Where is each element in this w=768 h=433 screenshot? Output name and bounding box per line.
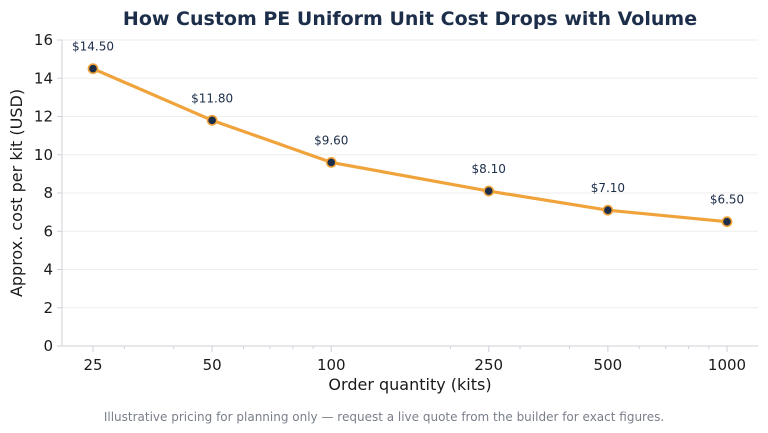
y-tick-label: 6 bbox=[43, 222, 53, 240]
x-tick-label: 100 bbox=[317, 356, 346, 374]
y-axis-label: Approx. cost per kit (USD) bbox=[7, 89, 26, 297]
y-tick-label: 0 bbox=[43, 337, 53, 355]
data-label: $7.10 bbox=[591, 181, 625, 195]
chart-title: How Custom PE Uniform Unit Cost Drops wi… bbox=[123, 8, 697, 30]
data-point bbox=[206, 114, 218, 126]
y-tick-label: 8 bbox=[43, 184, 53, 202]
data-label: $14.50 bbox=[72, 40, 114, 54]
x-tick-label: 1000 bbox=[708, 356, 746, 374]
data-point bbox=[483, 185, 495, 197]
series-line: $14.50 $11.80 $9.60 $8.10 $7.10 $6.50 bbox=[72, 40, 744, 228]
data-label: $8.10 bbox=[472, 162, 506, 176]
y-tick-label: 10 bbox=[34, 146, 53, 164]
series-line-path bbox=[91, 67, 729, 224]
data-label: $11.80 bbox=[191, 91, 233, 105]
data-label: $6.50 bbox=[710, 193, 744, 207]
y-tick-label: 4 bbox=[43, 261, 53, 279]
x-axis-ticks: 25 50 100 250 500 1000 bbox=[83, 346, 746, 374]
x-tick-label: 50 bbox=[203, 356, 222, 374]
grid-lines bbox=[62, 39, 758, 309]
y-tick-label: 12 bbox=[34, 108, 53, 126]
y-tick-label: 2 bbox=[43, 299, 53, 317]
data-point bbox=[325, 156, 337, 168]
x-tick-label: 500 bbox=[594, 356, 623, 374]
footnote: Illustrative pricing for planning only —… bbox=[104, 410, 664, 424]
y-tick-label: 16 bbox=[34, 31, 53, 49]
data-point bbox=[602, 204, 614, 216]
x-axis-label: Order quantity (kits) bbox=[328, 375, 491, 394]
data-point bbox=[87, 63, 99, 75]
data-point bbox=[721, 216, 733, 228]
x-tick-label: 25 bbox=[83, 356, 102, 374]
y-tick-label: 14 bbox=[34, 69, 53, 87]
data-label: $9.60 bbox=[314, 133, 348, 147]
x-tick-label: 250 bbox=[474, 356, 503, 374]
y-axis-ticks: 0 2 4 6 8 10 12 14 16 bbox=[34, 31, 62, 355]
